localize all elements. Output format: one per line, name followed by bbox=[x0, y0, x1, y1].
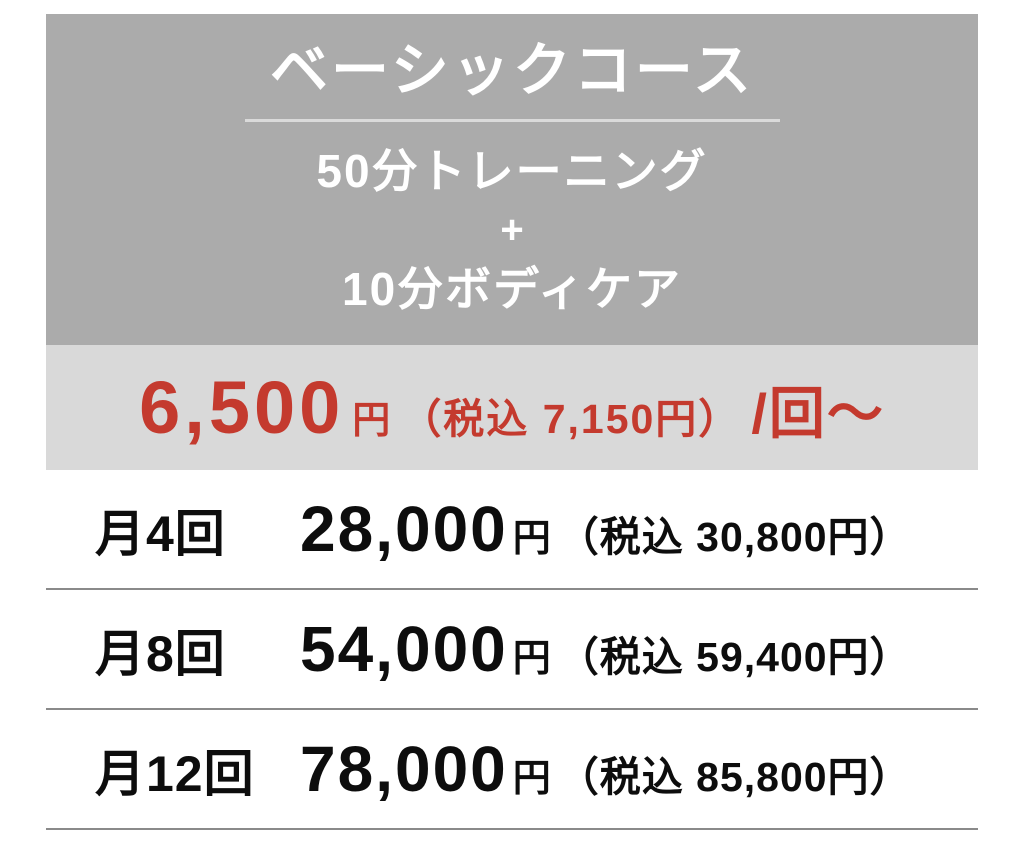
plan-price: 78,000 bbox=[300, 733, 508, 805]
tax-included-price: （税込 7,150円） bbox=[400, 396, 742, 442]
plan-tax-price: （税込 30,800円） bbox=[557, 514, 912, 560]
course-header: ベーシックコース 50分トレーニング + 10分ボディケア bbox=[46, 14, 978, 345]
plan-label: 月4回 bbox=[95, 506, 226, 562]
plan-list: 月4回 28,000 円 （税込 30,800円） 月8回 54,000 円 （… bbox=[46, 470, 978, 830]
course-title: ベーシックコース bbox=[270, 38, 754, 103]
plan-row-text: 月4回 28,000 円 （税込 30,800円） bbox=[95, 492, 912, 566]
plan-row-monthly-12: 月12回 78,000 円 （税込 85,800円） bbox=[46, 710, 978, 830]
plus-sign: + bbox=[500, 208, 524, 253]
base-price: 6,500 bbox=[139, 366, 345, 449]
plan-row-text: 月8回 54,000 円 （税込 59,400円） bbox=[95, 612, 912, 686]
per-session-suffix: /回〜 bbox=[751, 382, 885, 445]
plan-tax-price: （税込 85,800円） bbox=[557, 754, 912, 800]
title-underline bbox=[244, 118, 780, 122]
plan-price: 28,000 bbox=[300, 493, 508, 565]
plan-price-unit: 円 bbox=[512, 638, 551, 680]
plan-price: 54,000 bbox=[300, 613, 508, 685]
plan-price-unit: 円 bbox=[512, 758, 551, 800]
plan-row-monthly-4: 月4回 28,000 円 （税込 30,800円） bbox=[46, 470, 978, 590]
plan-row-text: 月12回 78,000 円 （税込 85,800円） bbox=[95, 732, 912, 806]
plan-label: 月8回 bbox=[95, 626, 226, 682]
feature-line-training: 50分トレーニング bbox=[316, 144, 708, 197]
plan-price-unit: 円 bbox=[512, 518, 551, 560]
course-features: 50分トレーニング + 10分ボディケア bbox=[316, 146, 707, 315]
base-price-unit: 円 bbox=[352, 400, 393, 442]
feature-line-bodycare: 10分ボディケア bbox=[342, 263, 682, 316]
price-banner-text: 6,500 円 （税込 7,150円） /回〜 bbox=[139, 365, 885, 450]
price-banner: 6,500 円 （税込 7,150円） /回〜 bbox=[46, 345, 978, 470]
pricing-card: ベーシックコース 50分トレーニング + 10分ボディケア 6,500 円 （税… bbox=[46, 14, 978, 830]
plan-tax-price: （税込 59,400円） bbox=[557, 634, 912, 680]
plan-row-monthly-8: 月8回 54,000 円 （税込 59,400円） bbox=[46, 590, 978, 710]
plan-label: 月12回 bbox=[95, 746, 255, 802]
